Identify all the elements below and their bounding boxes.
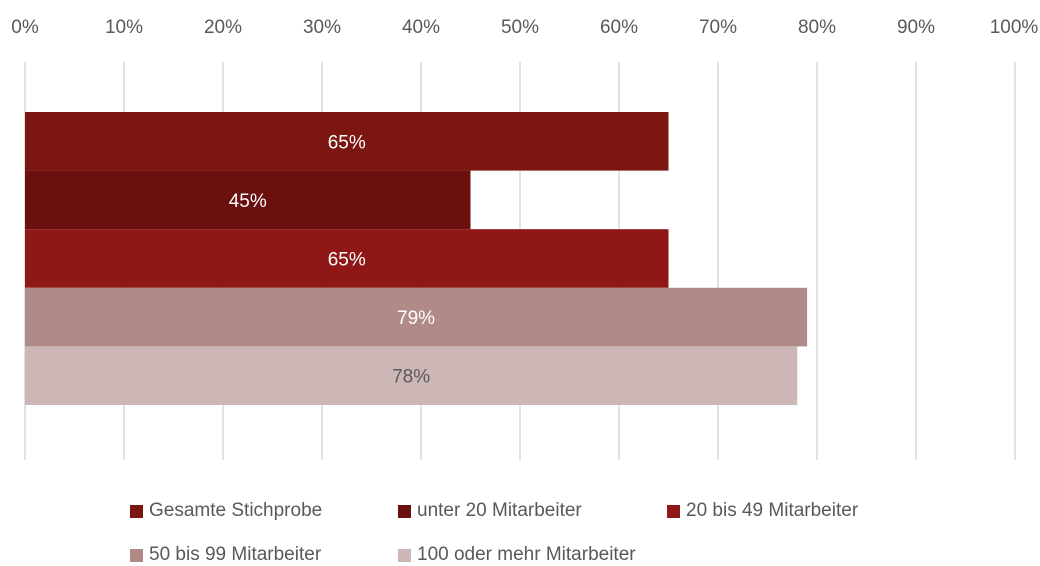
x-tick-label: 20% [204, 17, 242, 38]
bar [25, 112, 669, 171]
x-tick-label: 80% [798, 17, 836, 38]
bar-value-label: 79% [397, 308, 435, 329]
bar [25, 229, 669, 288]
x-tick-label: 0% [11, 17, 39, 38]
x-tick-label: 50% [501, 17, 539, 38]
bar [25, 346, 798, 405]
bar-value-label: 65% [328, 250, 366, 271]
x-tick-label: 40% [402, 17, 440, 38]
bar-value-label: 45% [229, 191, 267, 212]
bar-value-label: 65% [328, 132, 366, 153]
x-axis-ticks: 0% 10% 20% 30% 40% 50% 60% 70% 80% 90% 100% [11, 17, 1038, 38]
x-tick-label: 30% [303, 17, 341, 38]
bars [25, 112, 808, 405]
bar [25, 287, 808, 347]
x-tick-label: 10% [105, 17, 143, 38]
x-tick-label: 90% [897, 17, 935, 38]
x-tick-label: 60% [600, 17, 638, 38]
x-tick-label: 70% [699, 17, 737, 38]
bar-labels: 65% 45% 65% 79% 78% [229, 132, 435, 387]
bar-value-label: 78% [392, 367, 430, 388]
bar [25, 170, 471, 230]
x-tick-label: 100% [990, 17, 1039, 38]
